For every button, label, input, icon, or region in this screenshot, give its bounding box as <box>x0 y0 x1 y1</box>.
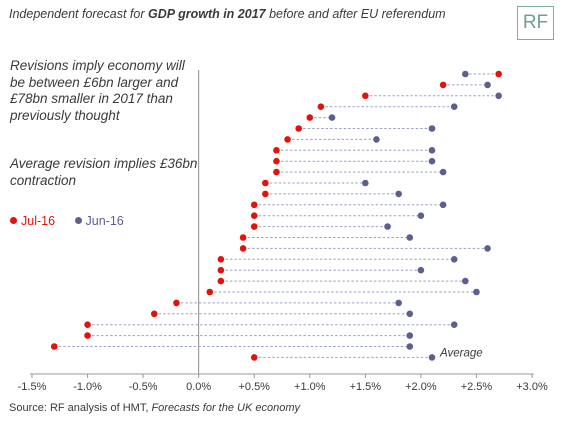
x-tick-label: +0.5% <box>238 381 270 393</box>
x-tick-label: +1.5% <box>350 381 382 393</box>
jul-16-point <box>50 343 58 350</box>
x-tick-label: -0.5% <box>129 381 158 393</box>
jun-16-point <box>450 255 458 263</box>
jun-16-point <box>373 136 380 143</box>
jul-16-point <box>239 245 247 252</box>
jun-16-point <box>328 114 336 121</box>
jun-16-point <box>417 212 425 219</box>
jul-16-point <box>206 288 214 296</box>
x-tick-label: -1.5% <box>18 381 47 393</box>
jun-16-point <box>462 277 469 285</box>
jul-16-point <box>250 354 258 361</box>
jun-16-point <box>406 332 414 339</box>
title-emphasis: GDP growth in 2017 <box>147 7 266 21</box>
jul-16-point <box>150 310 158 318</box>
x-tick-label: +2.5% <box>461 381 493 393</box>
source-publication: Forecasts for the UK economy <box>151 402 300 414</box>
title-prefix: Independent forecast for <box>9 7 148 21</box>
title-suffix: before and after EU referendum <box>265 7 446 21</box>
jul-16-point <box>439 81 447 89</box>
x-tick-label: +2.0% <box>405 381 437 393</box>
jul-16-point <box>173 299 180 307</box>
jun-16-point <box>439 201 447 209</box>
jun-16-point <box>395 299 402 307</box>
jun-16-point <box>417 266 425 274</box>
jul-16-point <box>495 70 502 78</box>
jun-16-point <box>439 168 447 176</box>
jul-16-point <box>217 266 225 274</box>
source-note: Source: RF analysis of HMT, Forecasts fo… <box>9 402 300 414</box>
jul-16-point <box>217 277 225 285</box>
legend-swatch-jul <box>10 217 17 224</box>
jul-16-point <box>273 157 280 165</box>
jul-16-point <box>262 190 269 198</box>
jun-16-point <box>484 81 491 89</box>
x-tick-label: +3.0% <box>516 381 548 393</box>
jun-16-point <box>406 234 414 241</box>
jul-16-point <box>250 201 258 209</box>
jul-16-point <box>250 212 258 219</box>
jun-16-point <box>473 288 480 296</box>
jul-16-point <box>239 234 247 241</box>
legend-item-jul: Jul-16 <box>10 214 55 228</box>
jun-16-point <box>384 223 391 230</box>
x-tick-label: -1.0% <box>73 381 102 393</box>
jul-16-point <box>284 136 291 143</box>
jun-16-point <box>395 190 402 198</box>
jul-16-point <box>317 103 325 110</box>
jun-16-point <box>428 157 436 165</box>
jun-16-point <box>362 179 369 187</box>
legend: Jul-16 Jun-16 <box>10 214 140 228</box>
jun-16-point <box>462 70 469 78</box>
legend-label-jun: Jun-16 <box>85 214 124 228</box>
jun-16-point <box>406 343 414 350</box>
jul-16-point <box>84 321 91 329</box>
jul-16-point <box>306 114 314 121</box>
jun-16-point <box>428 125 436 132</box>
legend-swatch-jun <box>74 217 82 224</box>
x-tick-label: 0.0% <box>186 381 211 393</box>
legend-item-jun: Jun-16 <box>74 214 124 228</box>
jul-16-point <box>250 223 258 230</box>
average-annotation: Average revision implies £36bn contracti… <box>10 156 198 188</box>
chart-title: Independent forecast for GDP growth in 2… <box>9 7 446 21</box>
revision-annotation: Revisions imply economy will be between … <box>10 58 185 123</box>
legend-label-jul: Jul-16 <box>21 214 56 228</box>
jul-16-point <box>84 332 91 339</box>
jul-16-point <box>273 147 280 154</box>
jun-16-point <box>406 310 414 318</box>
jun-16-point <box>450 321 458 329</box>
jun-16-point <box>428 147 436 154</box>
x-tick-label: +1.0% <box>294 381 326 393</box>
jul-16-point <box>273 168 280 176</box>
average-label: Average <box>439 347 483 359</box>
jun-16-point <box>484 245 491 252</box>
jul-16-point <box>262 179 269 187</box>
jun-16-point <box>495 92 502 100</box>
jul-16-point <box>362 92 369 100</box>
jun-16-point <box>450 103 458 110</box>
source-prefix: Source: RF analysis of HMT, <box>9 402 152 414</box>
rf-logo: RF <box>517 6 554 40</box>
jul-16-point <box>217 255 225 263</box>
jul-16-point <box>295 125 302 132</box>
jun-16-point <box>428 354 436 361</box>
